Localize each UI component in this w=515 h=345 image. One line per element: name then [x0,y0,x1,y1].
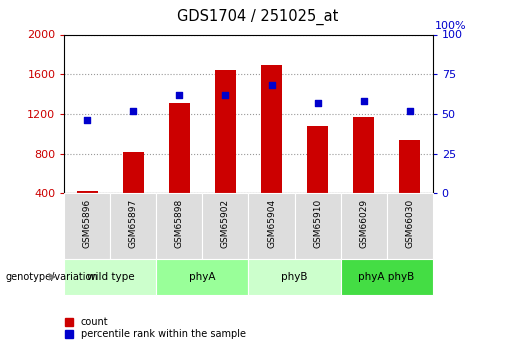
Point [359,98,368,104]
Bar [399,140,420,193]
Text: GSM65898: GSM65898 [175,198,184,248]
Bar [353,117,374,193]
Bar [77,191,98,193]
FancyBboxPatch shape [202,193,248,259]
Text: GSM65904: GSM65904 [267,198,276,248]
FancyBboxPatch shape [64,259,157,295]
Text: phyA: phyA [189,272,216,282]
Text: phyB: phyB [281,272,308,282]
Text: GDS1704 / 251025_at: GDS1704 / 251025_at [177,9,338,25]
FancyBboxPatch shape [340,193,387,259]
FancyBboxPatch shape [248,259,340,295]
FancyBboxPatch shape [248,193,295,259]
FancyBboxPatch shape [64,193,110,259]
Legend: count, percentile rank within the sample: count, percentile rank within the sample [64,316,247,340]
FancyBboxPatch shape [295,193,340,259]
Text: GSM65910: GSM65910 [313,198,322,248]
Point [83,117,92,123]
Text: GSM65897: GSM65897 [129,198,138,248]
Bar [261,65,282,193]
Point [267,82,276,88]
Text: GSM65902: GSM65902 [221,198,230,248]
Bar [215,70,236,193]
Text: 100%: 100% [435,21,467,31]
Text: genotype/variation: genotype/variation [5,272,98,282]
FancyBboxPatch shape [387,193,433,259]
Point [405,108,414,114]
Bar [307,126,328,193]
Bar [123,151,144,193]
Point [221,92,230,98]
Point [175,92,183,98]
FancyBboxPatch shape [340,259,433,295]
Text: GSM65896: GSM65896 [83,198,92,248]
FancyBboxPatch shape [157,259,248,295]
FancyBboxPatch shape [157,193,202,259]
Point [129,108,138,114]
Text: wild type: wild type [87,272,134,282]
FancyBboxPatch shape [110,193,157,259]
Text: GSM66029: GSM66029 [359,198,368,248]
Text: GSM66030: GSM66030 [405,198,414,248]
Bar [169,103,190,193]
Point [314,100,322,106]
Text: phyA phyB: phyA phyB [358,272,415,282]
